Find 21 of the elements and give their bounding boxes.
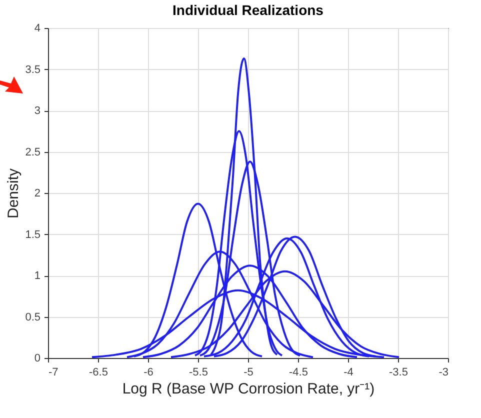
y-tick-label: 3.5 [25, 64, 40, 76]
x-tick-label: -4 [344, 366, 354, 378]
x-tick-label: -6.5 [89, 366, 108, 378]
x-axis-title: Log R (Base WP Corrosion Rate, yr⁻¹) [122, 380, 375, 398]
x-tick-label: -5.5 [189, 366, 208, 378]
y-tick-label: 2 [34, 188, 40, 200]
y-tick-label: 1.5 [25, 228, 40, 241]
x-tick-label: -3.5 [389, 366, 408, 378]
x-tick-label: -4.5 [289, 366, 308, 378]
y-tick-label: 4 [34, 22, 40, 34]
x-tick-label: -6 [144, 366, 154, 378]
x-tick-label: -7 [48, 366, 58, 378]
y-tick-label: 1 [34, 270, 40, 282]
y-tick-label: 3 [34, 105, 40, 117]
y-axis-title: Density [5, 168, 22, 219]
y-tick-label: 0 [34, 352, 40, 364]
y-tick-label: 0.5 [25, 311, 40, 324]
chart-title: Individual Realizations [172, 2, 324, 18]
y-tick-label: 2.5 [25, 146, 40, 158]
x-tick-label: -3 [438, 366, 448, 378]
x-tick-label: -5 [244, 366, 254, 378]
